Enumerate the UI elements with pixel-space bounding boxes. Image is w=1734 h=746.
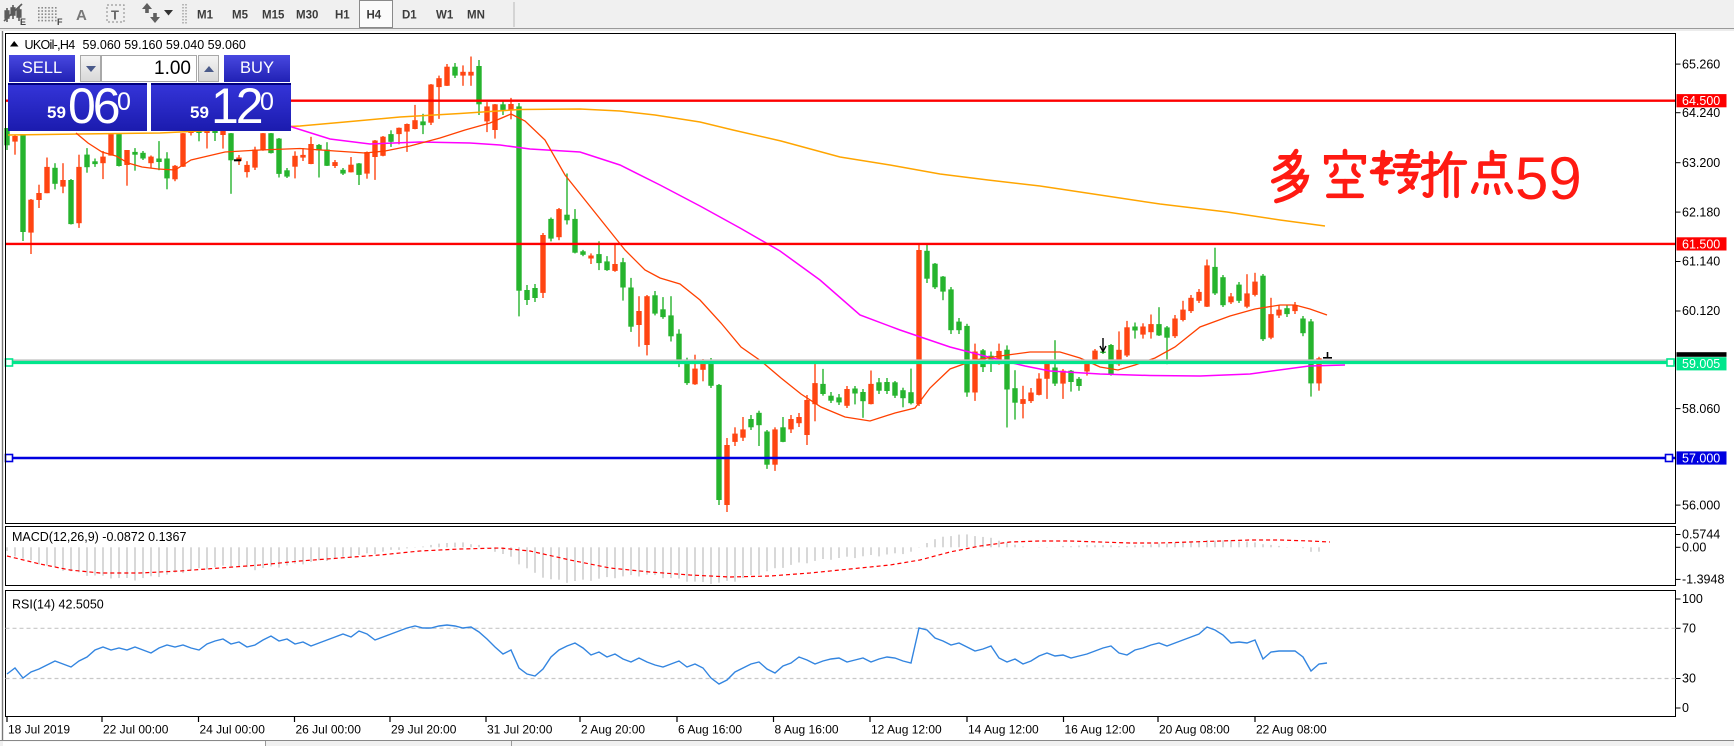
svg-text:59.060 59.160 59.040 59.060: 59.060 59.160 59.040 59.060: [83, 38, 246, 52]
svg-text:57.000: 57.000: [1682, 451, 1720, 465]
svg-text:6 Aug 16:00: 6 Aug 16:00: [678, 723, 742, 737]
svg-text:A: A: [76, 7, 87, 24]
svg-text:F: F: [57, 17, 63, 27]
svg-text:RSI(14) 42.5050: RSI(14) 42.5050: [12, 598, 104, 612]
svg-text:8 Aug 16:00: 8 Aug 16:00: [775, 723, 839, 737]
svg-text:65.260: 65.260: [1682, 57, 1720, 71]
svg-text:H1: H1: [335, 10, 350, 22]
svg-text:56.000: 56.000: [1682, 498, 1720, 512]
svg-text:58.060: 58.060: [1682, 402, 1720, 416]
svg-text:M15: M15: [262, 10, 285, 22]
svg-text:29 Jul 20:00: 29 Jul 20:00: [391, 723, 457, 737]
svg-text:E: E: [20, 17, 26, 27]
svg-text:63.200: 63.200: [1682, 156, 1720, 170]
svg-text:H4: H4: [367, 10, 382, 22]
svg-text:0: 0: [1682, 701, 1689, 715]
svg-text:100: 100: [1682, 592, 1703, 606]
svg-text:22 Jul 00:00: 22 Jul 00:00: [103, 723, 169, 737]
svg-text:T: T: [111, 8, 119, 23]
svg-text:W1: W1: [436, 10, 454, 22]
svg-text:-1.3948: -1.3948: [1682, 573, 1724, 587]
svg-text:61.140: 61.140: [1682, 255, 1720, 269]
svg-text:61.500: 61.500: [1682, 237, 1720, 251]
svg-text:UKOil-,H4: UKOil-,H4: [25, 38, 76, 52]
svg-text:30: 30: [1682, 672, 1696, 686]
svg-text:0.00: 0.00: [1682, 541, 1706, 555]
svg-text:M5: M5: [232, 10, 249, 22]
svg-text:MN: MN: [467, 10, 485, 22]
svg-text:70: 70: [1682, 622, 1696, 636]
svg-text:22 Aug 08:00: 22 Aug 08:00: [1256, 723, 1327, 737]
svg-text:60.120: 60.120: [1682, 304, 1720, 318]
svg-text:64.240: 64.240: [1682, 106, 1720, 120]
svg-text:D1: D1: [402, 10, 417, 22]
svg-text:18 Jul 2019: 18 Jul 2019: [8, 723, 70, 737]
svg-text:64.500: 64.500: [1682, 94, 1720, 108]
svg-text:59: 59: [1515, 145, 1582, 212]
svg-text:2 Aug 20:00: 2 Aug 20:00: [581, 723, 645, 737]
svg-text:20 Aug 08:00: 20 Aug 08:00: [1159, 723, 1230, 737]
svg-text:MACD(12,26,9) -0.0872 0.1367: MACD(12,26,9) -0.0872 0.1367: [12, 530, 186, 544]
svg-text:14 Aug 12:00: 14 Aug 12:00: [968, 723, 1039, 737]
svg-text:M1: M1: [197, 10, 214, 22]
svg-text:31 Jul 20:00: 31 Jul 20:00: [487, 723, 553, 737]
svg-text:16 Aug 12:00: 16 Aug 12:00: [1065, 723, 1136, 737]
svg-text:12 Aug 12:00: 12 Aug 12:00: [871, 723, 942, 737]
svg-text:24 Jul 00:00: 24 Jul 00:00: [200, 723, 266, 737]
svg-text:59.005: 59.005: [1682, 357, 1720, 371]
svg-text:26 Jul 00:00: 26 Jul 00:00: [296, 723, 362, 737]
svg-text:0.5744: 0.5744: [1682, 528, 1720, 542]
svg-text:M30: M30: [296, 10, 318, 22]
svg-text:62.180: 62.180: [1682, 205, 1720, 219]
